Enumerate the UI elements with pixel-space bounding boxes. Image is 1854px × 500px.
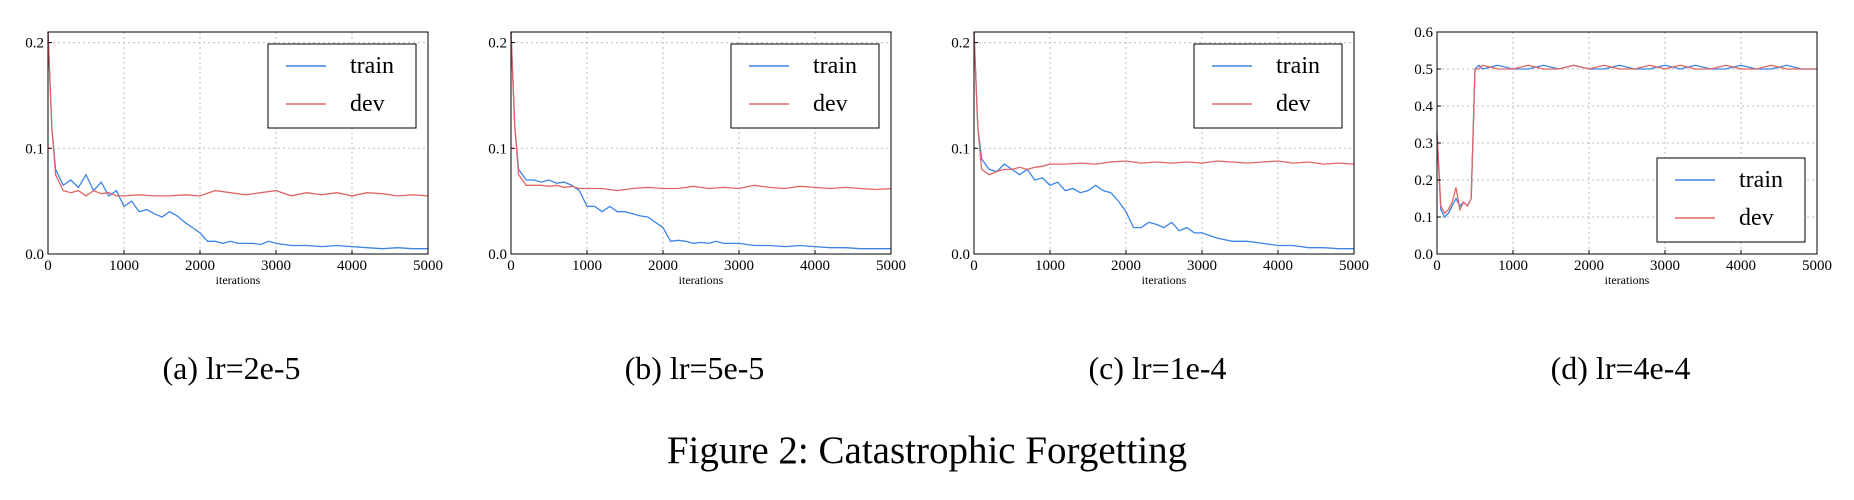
legend-box — [730, 43, 880, 129]
x-tick-label: 2000 — [648, 258, 678, 274]
y-tick-label: 0.1 — [951, 141, 970, 157]
series-line-dev — [47, 31, 429, 197]
legend-label-train: train — [350, 53, 394, 79]
x-tick-label: 4000 — [1726, 258, 1756, 274]
series-line-train — [973, 31, 1354, 250]
y-tick-label: 0.1 — [488, 141, 507, 157]
x-tick-label: 1000 — [1498, 258, 1528, 274]
x-tick-label: 4000 — [1263, 258, 1293, 274]
subplot-d: 0 1000 2000 3000 4000 5000 0.0 0.1 0.2 0.3 0.4 0.5 0… — [1389, 0, 1852, 400]
y-tick-label: 0.1 — [25, 141, 44, 157]
x-tick-label: 1000 — [1035, 258, 1065, 274]
axes-frame — [510, 31, 892, 255]
y-tick-label: 0.2 — [488, 36, 507, 52]
x-tick-label: 2000 — [1574, 258, 1604, 274]
x-axis-label: iterations — [216, 273, 261, 287]
y-tick-label: 0.3 — [1414, 136, 1433, 152]
x-tick-label: 5000 — [1802, 258, 1832, 274]
x-axis-label: iterations — [1142, 273, 1187, 287]
x-tick-label: 4000 — [800, 258, 830, 274]
subplot-caption: (d) lr=4e-4 — [1550, 350, 1691, 386]
legend-box — [1656, 157, 1806, 243]
subplot-caption: (b) lr=5e-5 — [624, 350, 765, 386]
legend-label-train: train — [813, 53, 857, 79]
legend-label-dev: dev — [350, 91, 385, 117]
legend: train dev — [1656, 157, 1806, 243]
legend-label-train: train — [1276, 53, 1320, 79]
axes-frame — [47, 31, 429, 255]
series-line-train — [47, 31, 428, 250]
x-axis-label: iterations — [1605, 273, 1650, 287]
y-tick-label: 0.0 — [488, 247, 507, 263]
x-tick-label: 0 — [970, 258, 978, 274]
y-tick-label: 0.1 — [1414, 210, 1433, 226]
y-tick-label: 0.0 — [951, 247, 970, 263]
series-line-dev — [510, 31, 892, 192]
x-tick-label: 2000 — [1111, 258, 1141, 274]
x-tick-label: 3000 — [724, 258, 754, 274]
x-axis-label: iterations — [679, 273, 724, 287]
y-tick-label: 0.6 — [1414, 25, 1433, 41]
subplot-c: 0 1000 2000 3000 4000 5000 0.0 0.1 0.2 iterations… — [926, 0, 1389, 400]
x-tick-label: 4000 — [337, 258, 367, 274]
subplot-a: 0 1000 2000 3000 4000 5000 0.0 0.1 0.2 iterations… — [0, 0, 463, 400]
y-tick-label: 0.2 — [951, 36, 970, 52]
legend-label-train: train — [1739, 167, 1783, 193]
y-tick-label: 0.0 — [25, 247, 44, 263]
y-tick-label: 0.5 — [1414, 62, 1433, 78]
y-tick-label: 0.4 — [1414, 99, 1433, 115]
chart-svg-d: 0 1000 2000 3000 4000 5000 0.0 0.1 0.2 0.3 0.4 0.5 0… — [1414, 25, 1832, 287]
x-tick-label: 1000 — [109, 258, 139, 274]
x-tick-label: 3000 — [1650, 258, 1680, 274]
legend: train dev — [1193, 43, 1343, 129]
x-tick-label: 2000 — [185, 258, 215, 274]
chart-svg-c: 0 1000 2000 3000 4000 5000 0.0 0.1 0.2 iterations… — [951, 31, 1369, 287]
legend-box — [1193, 43, 1343, 129]
y-tick-label: 0.2 — [1414, 173, 1433, 189]
x-tick-label: 0 — [507, 258, 515, 274]
chart-svg-a: 0 1000 2000 3000 4000 5000 0.0 0.1 0.2 iterations… — [25, 31, 443, 287]
series-line-train — [510, 31, 891, 250]
legend-box — [267, 43, 417, 129]
y-tick-label: 0.2 — [25, 36, 44, 52]
subplot-caption: (c) lr=1e-4 — [1088, 350, 1227, 386]
x-tick-label: 1000 — [572, 258, 602, 274]
figure-caption: Figure 2: Catastrophic Forgetting — [666, 429, 1188, 472]
axes-frame — [973, 31, 1355, 255]
legend-label-dev: dev — [813, 91, 848, 117]
legend: train dev — [267, 43, 417, 129]
legend-label-dev: dev — [1739, 205, 1774, 231]
series-line-dev — [973, 31, 1355, 176]
x-tick-label: 3000 — [1187, 258, 1217, 274]
legend-label-dev: dev — [1276, 91, 1311, 117]
x-tick-label: 0 — [44, 258, 52, 274]
legend: train dev — [730, 43, 880, 129]
x-tick-label: 5000 — [1339, 258, 1369, 274]
chart-svg-b: 0 1000 2000 3000 4000 5000 0.0 0.1 0.2 iterations… — [488, 31, 906, 287]
subplot-b: 0 1000 2000 3000 4000 5000 0.0 0.1 0.2 iterations… — [463, 0, 926, 400]
x-tick-label: 5000 — [413, 258, 443, 274]
series-line-dev — [1436, 64, 1817, 215]
y-tick-label: 0.0 — [1414, 247, 1433, 263]
x-tick-label: 3000 — [261, 258, 291, 274]
subplot-caption: (a) lr=2e-5 — [162, 350, 301, 386]
x-tick-label: 0 — [1433, 258, 1441, 274]
x-tick-label: 5000 — [876, 258, 906, 274]
